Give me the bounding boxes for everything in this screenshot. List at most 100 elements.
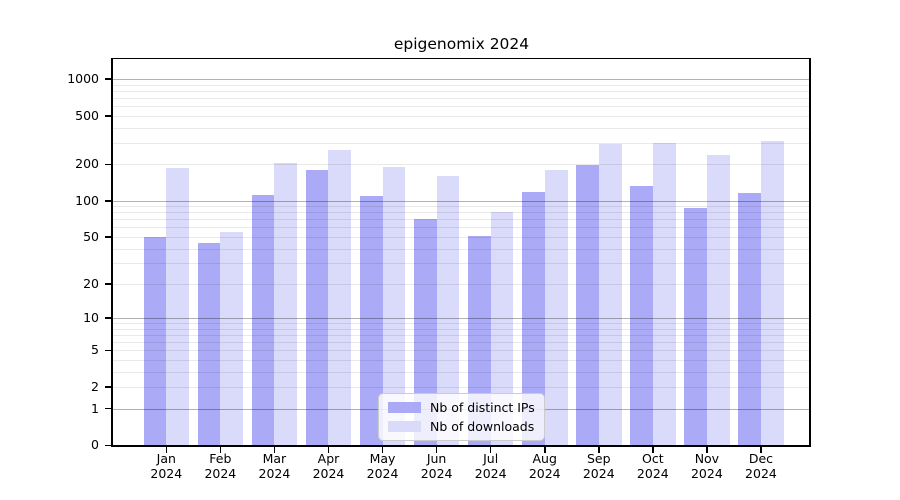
axis-spine-bottom [111, 445, 811, 447]
bar-downloads-aug [544, 169, 568, 445]
x-tick-label-jul: Jul 2024 [461, 451, 521, 481]
x-tick-label-apr: Apr 2024 [298, 451, 358, 481]
y-tick-mark-20 [104, 283, 112, 285]
y-tick-mark-50 [104, 236, 112, 238]
y-tick-label-100: 100 [75, 192, 99, 208]
axis-spine-right [809, 57, 811, 447]
x-tick-label-mar: Mar 2024 [244, 451, 304, 481]
gridline-minor-5 [113, 350, 809, 352]
y-tick-label-50: 50 [83, 228, 99, 244]
gridline-minor-900 [113, 84, 809, 86]
bar-distinct-ips-dec [738, 193, 761, 445]
y-tick-mark-5 [104, 349, 112, 352]
x-tick-mark-sep [597, 447, 600, 453]
bar-downloads-sep [598, 143, 622, 445]
bar-downloads-jul [490, 212, 514, 445]
legend: Nb of distinct IPs Nb of downloads [378, 393, 545, 441]
gridline-minor-200 [113, 164, 809, 166]
x-tick-label-month: Dec [748, 451, 774, 466]
gridline-minor-4 [113, 360, 809, 362]
x-tick-label-year: 2024 [258, 465, 291, 481]
gridline-minor-300 [113, 142, 809, 144]
x-tick-mark-jul [489, 447, 492, 453]
x-tick-label-year: 2024 [582, 465, 615, 481]
x-tick-mark-jan [165, 447, 168, 453]
bar-distinct-ips-may [359, 196, 383, 445]
gridline-major-1000 [113, 79, 809, 81]
bar-downloads-apr [328, 150, 352, 445]
gridline-minor-800 [113, 91, 809, 93]
bar-distinct-ips-feb [197, 243, 221, 445]
x-tick-mark-apr [327, 447, 330, 453]
gridline-minor-9 [113, 323, 809, 325]
gridline-minor-2 [113, 387, 809, 389]
bar-downloads-jun [436, 175, 460, 445]
y-tick-mark-1000 [104, 78, 112, 81]
bar-distinct-ips-jan [143, 236, 167, 445]
gridline-minor-3 [113, 371, 809, 373]
legend-item-downloads: Nb of downloads [388, 419, 535, 434]
y-tick-label-0: 0 [91, 437, 99, 453]
x-tick-label-year: 2024 [204, 465, 237, 481]
y-tick-label-1: 1 [91, 400, 99, 416]
x-tick-label-year: 2024 [636, 465, 669, 481]
bar-downloads-jan [166, 168, 190, 445]
y-tick-mark-1 [104, 407, 112, 410]
bar-distinct-ips-sep [575, 165, 599, 445]
x-tick-label-month: Jul [483, 451, 499, 466]
bar-downloads-mar [274, 162, 298, 445]
gridline-minor-20 [113, 283, 809, 285]
x-tick-label-feb: Feb 2024 [190, 451, 250, 481]
bar-downloads-nov [706, 155, 730, 445]
bar-distinct-ips-jul [467, 235, 491, 445]
bar-distinct-ips-mar [251, 194, 275, 445]
y-tick-mark-200 [104, 163, 112, 166]
x-tick-mark-dec [760, 447, 762, 453]
x-tick-label-month: Feb [209, 451, 232, 466]
x-tick-label-year: 2024 [528, 465, 561, 481]
x-tick-label-month: May [369, 451, 396, 466]
x-tick-label-month: Sep [586, 451, 611, 466]
legend-swatch-downloads [388, 421, 421, 432]
x-tick-label-year: 2024 [312, 465, 345, 481]
y-tick-mark-0 [104, 444, 112, 447]
x-tick-label-month: Mar [262, 451, 287, 466]
gridline-minor-700 [113, 98, 809, 100]
x-tick-mark-may [381, 447, 384, 453]
bar-downloads-feb [220, 231, 244, 445]
bar-distinct-ips-apr [305, 169, 329, 445]
gridline-minor-400 [113, 127, 809, 129]
x-tick-label-nov: Nov 2024 [677, 451, 737, 481]
gridline-minor-90 [113, 206, 809, 208]
x-tick-label-month: Apr [317, 451, 340, 466]
bar-distinct-ips-aug [521, 192, 545, 445]
y-tick-label-5: 5 [91, 342, 99, 358]
gridline-minor-7 [113, 335, 809, 337]
x-tick-mark-oct [652, 447, 654, 453]
gridline-minor-60 [113, 227, 809, 229]
x-tick-label-year: 2024 [474, 465, 507, 481]
x-tick-label-month: Jun [426, 451, 447, 466]
x-tick-mark-jun [435, 447, 438, 453]
gridline-minor-80 [113, 212, 809, 214]
y-tick-label-500: 500 [75, 107, 99, 123]
x-tick-label-month: Nov [694, 451, 720, 466]
bar-distinct-ips-nov [684, 208, 707, 445]
x-tick-label-year: 2024 [745, 465, 777, 481]
gridline-minor-40 [113, 248, 809, 250]
plot-area [113, 58, 809, 445]
y-tick-mark-10 [104, 317, 112, 320]
x-tick-label-month: Jan [156, 451, 176, 466]
legend-label-distinct-ips: Nb of distinct IPs [430, 400, 535, 415]
x-tick-label-oct: Oct 2024 [623, 451, 683, 481]
y-tick-mark-100 [104, 199, 112, 202]
x-tick-label-jan: Jan 2024 [136, 451, 196, 481]
x-tick-label-aug: Aug 2024 [515, 451, 575, 481]
gridline-minor-8 [113, 328, 809, 330]
legend-swatch-distinct-ips [388, 402, 421, 413]
bar-downloads-oct [652, 142, 676, 445]
gridline-minor-50 [113, 236, 809, 238]
bar-downloads-dec [760, 140, 784, 445]
x-tick-label-month: Oct [642, 451, 664, 466]
